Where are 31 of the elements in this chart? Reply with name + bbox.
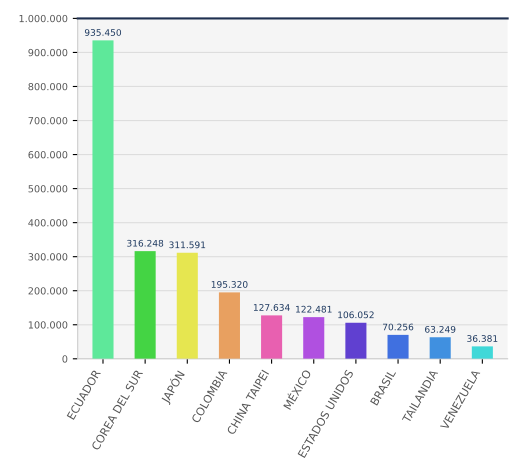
data-label: 127.634 bbox=[254, 304, 290, 311]
data-label: 70.256 bbox=[382, 324, 414, 330]
data-label: 63.249 bbox=[425, 326, 456, 333]
bar bbox=[430, 337, 451, 359]
y-tick-label: 0 bbox=[62, 355, 68, 363]
bar bbox=[176, 252, 198, 359]
y-tick-label: 100.000 bbox=[28, 321, 68, 329]
bar bbox=[134, 251, 156, 359]
y-tick-label: 200.000 bbox=[28, 287, 68, 295]
bar bbox=[92, 40, 114, 359]
data-label: 316.248 bbox=[127, 240, 164, 247]
bar bbox=[345, 322, 366, 359]
y-tick-label: 600.000 bbox=[28, 151, 68, 158]
data-label: 36.381 bbox=[467, 335, 498, 342]
y-tick-label: 400.000 bbox=[28, 219, 68, 226]
bar bbox=[303, 317, 324, 359]
y-tick-label: 1.000.000 bbox=[20, 14, 68, 22]
bar bbox=[472, 346, 493, 359]
y-tick-label: 900.000 bbox=[28, 48, 68, 56]
data-label: 122.481 bbox=[296, 306, 332, 313]
data-label: 106.052 bbox=[338, 311, 374, 318]
bar bbox=[218, 292, 240, 359]
bar bbox=[388, 334, 409, 359]
bar bbox=[261, 315, 282, 359]
y-tick-label: 800.000 bbox=[28, 82, 68, 90]
data-label: 935.450 bbox=[84, 29, 122, 36]
y-tick-label: 500.000 bbox=[28, 185, 68, 192]
data-label: 195.320 bbox=[212, 281, 248, 288]
y-tick-label: 700.000 bbox=[28, 117, 68, 124]
data-label: 311.591 bbox=[169, 241, 206, 248]
y-tick-label: 300.000 bbox=[28, 253, 68, 261]
